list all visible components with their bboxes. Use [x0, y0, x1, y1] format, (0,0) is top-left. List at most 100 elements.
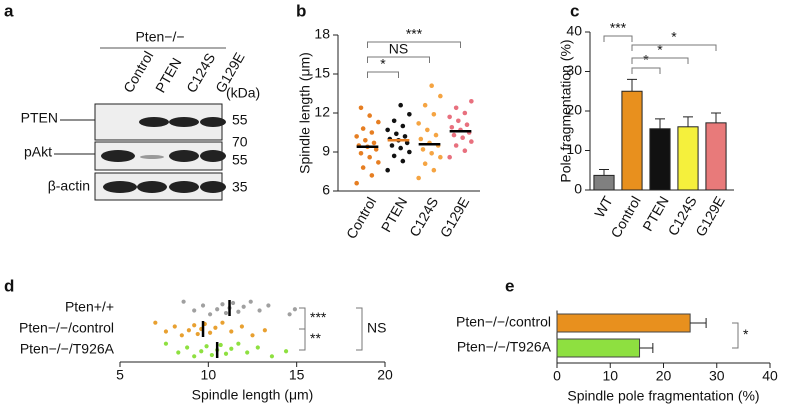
dot — [250, 333, 255, 338]
dot — [363, 138, 368, 143]
significance: NS — [389, 41, 408, 57]
significance: *** — [310, 309, 327, 325]
dot — [469, 139, 474, 144]
dot — [358, 105, 364, 111]
y-tick-label: Pten+/+ — [65, 299, 114, 315]
dot — [389, 143, 395, 148]
dot — [398, 145, 403, 151]
dot — [223, 310, 229, 316]
dot — [418, 136, 424, 142]
dot — [354, 134, 359, 139]
panel-label: e — [505, 276, 514, 295]
dot — [367, 154, 372, 160]
dot — [360, 165, 366, 170]
dot — [269, 354, 275, 359]
x-tick-label: 20 — [377, 367, 393, 383]
dot — [373, 147, 379, 152]
bracket — [356, 307, 363, 351]
x-tick-label: WT — [591, 193, 616, 220]
dot — [245, 350, 250, 355]
y-tick-label: Pten−/−/control — [456, 314, 551, 330]
error-bar — [599, 168, 609, 176]
dot — [236, 341, 241, 346]
dot — [402, 134, 408, 139]
y-tick-label: Pten−/−/control — [19, 320, 114, 336]
dot — [262, 328, 267, 333]
dot — [394, 131, 399, 137]
dot — [257, 308, 262, 313]
y-tick-label: 6 — [322, 182, 330, 198]
dot — [460, 135, 465, 140]
dot — [416, 121, 421, 126]
dot — [433, 132, 439, 138]
x-tick-label: 0 — [553, 368, 561, 384]
bracket — [603, 35, 633, 42]
dot — [292, 307, 297, 312]
kda-label: 35 — [232, 179, 248, 195]
dot — [229, 329, 234, 334]
x-tick-label: 20 — [656, 368, 672, 384]
dot — [369, 173, 375, 178]
dot — [385, 167, 390, 173]
bracket — [299, 307, 306, 330]
kda-unit: (kDa) — [226, 85, 260, 101]
significance: * — [657, 42, 663, 58]
y-tick-label: 30 — [566, 62, 582, 78]
dot — [438, 93, 443, 99]
panel-label: d — [4, 276, 14, 295]
dot — [367, 113, 372, 118]
dot — [422, 102, 428, 108]
dot — [376, 160, 381, 165]
y-tick-label: 10 — [566, 141, 582, 157]
dot — [163, 329, 169, 334]
dot — [208, 330, 213, 335]
dot — [462, 148, 468, 153]
panel-label: a — [4, 1, 14, 20]
bracket — [367, 41, 461, 48]
y-tick-label: Pten−/−/T926A — [20, 341, 115, 357]
dot — [400, 158, 406, 164]
dot — [425, 127, 430, 133]
dot — [213, 325, 218, 330]
bracket — [299, 328, 306, 351]
row-label: PTEN — [21, 110, 58, 126]
dot — [354, 180, 359, 186]
bar — [649, 128, 671, 191]
dot — [462, 110, 468, 116]
dot — [407, 149, 412, 155]
dot — [422, 161, 428, 166]
dot — [449, 125, 455, 130]
dot — [464, 122, 470, 127]
dot — [469, 99, 474, 104]
dot — [223, 351, 229, 356]
y-tick-label: 9 — [322, 143, 330, 159]
dot — [208, 312, 213, 317]
dot — [192, 323, 197, 328]
dot — [429, 151, 434, 156]
bracket — [367, 56, 430, 63]
dot — [376, 119, 381, 125]
y-tick-label: 12 — [314, 104, 330, 120]
dot — [230, 300, 236, 306]
row-label: β-actin — [48, 178, 90, 194]
dot — [451, 132, 457, 138]
y-tick-label: 40 — [566, 23, 582, 39]
error-bar — [683, 116, 693, 127]
y-tick-label: 0 — [574, 181, 582, 197]
significance: * — [643, 52, 649, 68]
dot — [215, 307, 220, 312]
dot — [255, 345, 260, 350]
dot — [236, 309, 241, 314]
error-bar — [711, 112, 721, 123]
dot — [192, 354, 197, 359]
dot — [204, 344, 209, 349]
dot — [195, 331, 200, 337]
dot — [181, 299, 186, 304]
error-bar — [655, 118, 665, 129]
panel-a: a Pten−/− Control PTEN C124S G129E (kDa)… — [4, 1, 260, 201]
dot — [218, 342, 223, 348]
dot — [209, 352, 214, 358]
y-tick-label: 20 — [566, 102, 582, 118]
lane-label: PTEN — [152, 55, 185, 95]
y-axis-label: Spindle length (μm) — [297, 52, 313, 174]
